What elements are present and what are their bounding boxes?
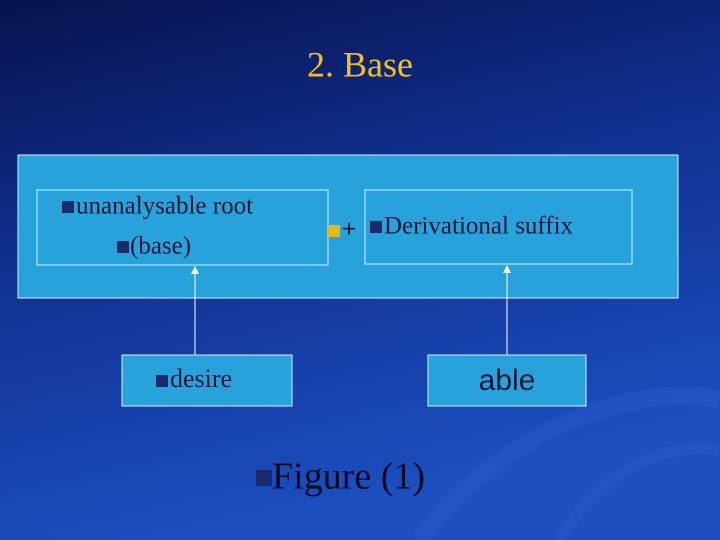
bullet bbox=[156, 375, 168, 387]
bullet bbox=[62, 201, 74, 213]
decor-swirl bbox=[412, 386, 720, 540]
slide-title: 2. Base bbox=[307, 44, 413, 84]
bullet bbox=[256, 470, 272, 486]
caption: Figure (1) bbox=[272, 456, 425, 498]
suffix-box bbox=[364, 189, 633, 265]
root-box bbox=[36, 189, 329, 266]
suffix-example-box bbox=[427, 354, 587, 407]
decor-swirl bbox=[554, 442, 720, 540]
suffix-example: able bbox=[479, 364, 536, 397]
root-example-box bbox=[121, 354, 293, 407]
bullet bbox=[370, 221, 382, 233]
operator: + bbox=[342, 215, 356, 242]
bullet bbox=[117, 241, 129, 253]
root-example: desire bbox=[170, 364, 232, 393]
bullet bbox=[328, 225, 340, 237]
suffix-box-label: Derivational suffix bbox=[384, 213, 574, 240]
root-box-line: (base) bbox=[130, 233, 191, 260]
root-box-line: unanalysable root bbox=[76, 193, 253, 220]
